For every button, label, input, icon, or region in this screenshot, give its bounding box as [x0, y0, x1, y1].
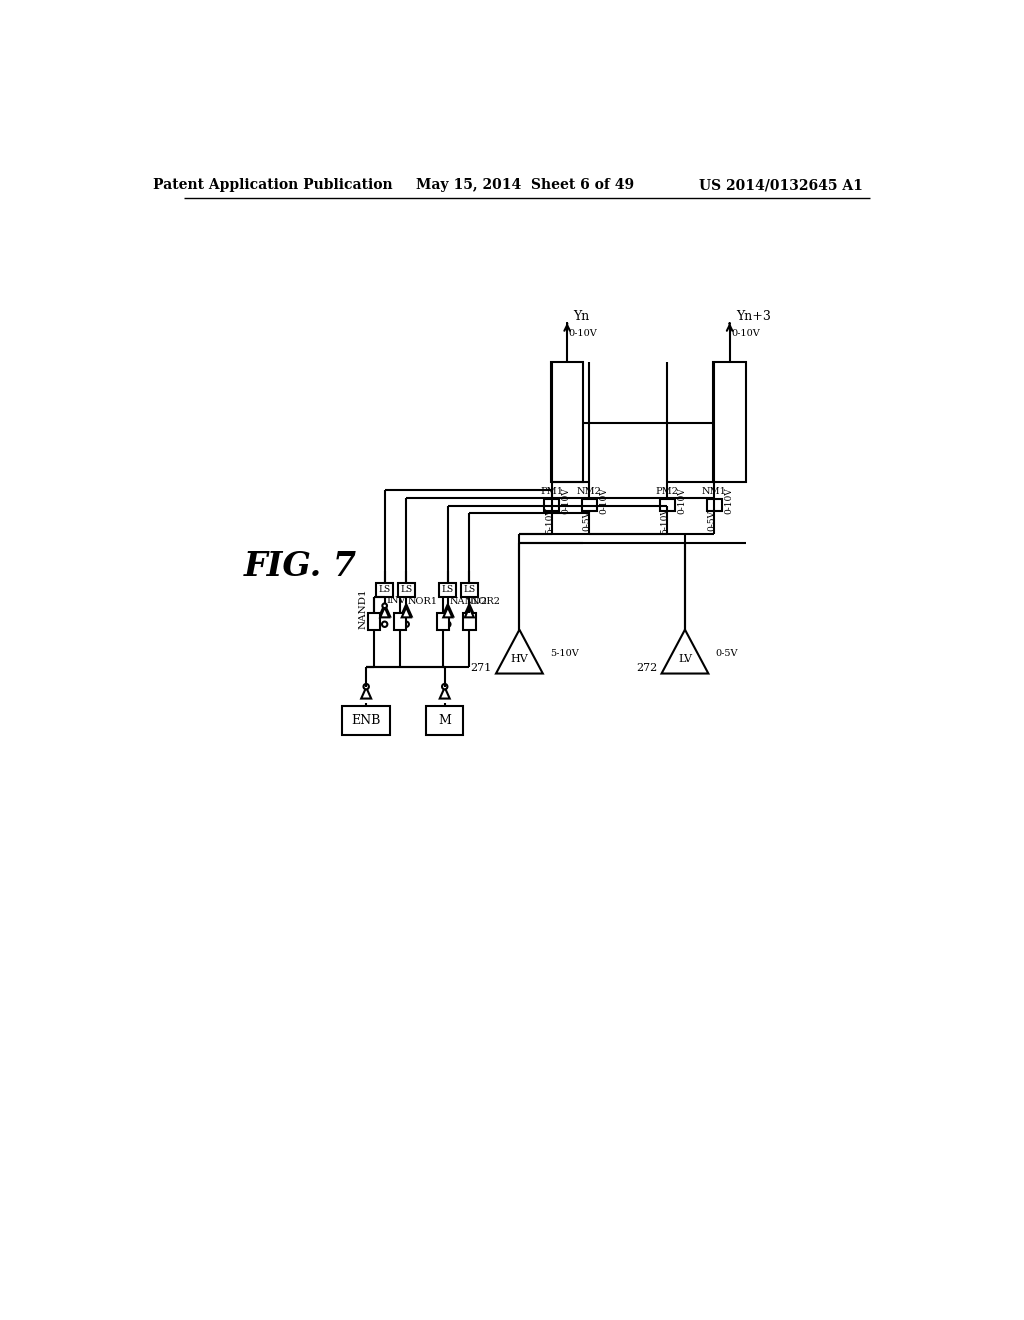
Text: NM1: NM1 [701, 487, 727, 496]
Text: 0-10V: 0-10V [562, 487, 570, 515]
Text: PM1: PM1 [541, 487, 563, 496]
Text: 0-5V: 0-5V [583, 510, 592, 531]
Text: 0-10V: 0-10V [599, 487, 608, 515]
Text: 0-10V: 0-10V [568, 329, 597, 338]
Text: LS: LS [379, 585, 391, 594]
Text: LS: LS [400, 585, 413, 594]
Text: NOR2: NOR2 [471, 598, 501, 606]
Bar [544, 499, 559, 511]
Text: LS: LS [441, 585, 454, 594]
Circle shape [442, 684, 447, 689]
Bar [582, 499, 597, 511]
Text: Yn: Yn [573, 310, 590, 323]
Text: 0-10V: 0-10V [677, 487, 686, 515]
Bar [437, 614, 450, 631]
Text: HV: HV [511, 653, 528, 664]
Polygon shape [464, 605, 475, 616]
Bar [397, 582, 415, 597]
Text: Yn+3: Yn+3 [736, 310, 771, 323]
Text: FIG. 7: FIG. 7 [244, 550, 356, 583]
Polygon shape [401, 607, 411, 618]
Text: NAND2: NAND2 [450, 598, 487, 606]
Text: NOR1: NOR1 [408, 598, 438, 606]
Bar [394, 614, 407, 631]
Circle shape [364, 684, 369, 689]
Bar [342, 706, 390, 735]
Text: ENB: ENB [351, 714, 381, 727]
Polygon shape [496, 630, 543, 673]
Text: 5-10V: 5-10V [550, 648, 579, 657]
Polygon shape [465, 607, 474, 618]
Polygon shape [439, 688, 450, 698]
Text: Patent Application Publication: Patent Application Publication [154, 178, 393, 193]
Bar [461, 582, 478, 597]
Text: 5-10V: 5-10V [545, 507, 554, 533]
Bar [714, 363, 745, 482]
Polygon shape [443, 607, 453, 618]
Text: 0-10V: 0-10V [731, 329, 760, 338]
Bar [426, 706, 463, 735]
Text: NAND1: NAND1 [358, 589, 368, 630]
Text: INV: INV [386, 595, 406, 605]
Polygon shape [361, 688, 371, 698]
Text: PM2: PM2 [655, 487, 679, 496]
Text: LV: LV [678, 653, 692, 664]
Bar [463, 614, 475, 631]
Bar [551, 363, 584, 482]
Text: 0-5V: 0-5V [708, 510, 717, 531]
Bar [368, 614, 380, 631]
Text: 0-5V: 0-5V [716, 648, 738, 657]
Bar [659, 499, 675, 511]
Text: 272: 272 [636, 663, 657, 673]
Circle shape [467, 622, 472, 627]
Circle shape [382, 622, 387, 627]
Text: M: M [438, 714, 452, 727]
Bar [376, 582, 393, 597]
Polygon shape [662, 630, 709, 673]
Text: 271: 271 [470, 663, 492, 673]
Polygon shape [400, 605, 412, 616]
Text: 5-10V: 5-10V [660, 507, 670, 533]
Circle shape [445, 622, 451, 627]
Text: US 2014/0132645 A1: US 2014/0132645 A1 [699, 178, 863, 193]
Bar [439, 582, 457, 597]
Circle shape [382, 603, 387, 609]
Polygon shape [442, 605, 454, 616]
Text: May 15, 2014  Sheet 6 of 49: May 15, 2014 Sheet 6 of 49 [416, 178, 634, 193]
Bar [707, 499, 722, 511]
Circle shape [403, 622, 409, 627]
Text: LS: LS [463, 585, 475, 594]
Text: 0-10V: 0-10V [724, 487, 733, 515]
Polygon shape [379, 605, 390, 616]
Text: NM2: NM2 [578, 487, 602, 496]
Polygon shape [380, 607, 389, 618]
